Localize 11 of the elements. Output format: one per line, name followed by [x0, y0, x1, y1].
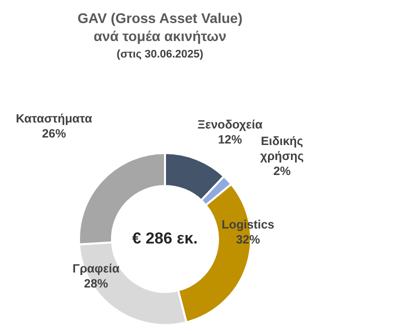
slice-label: Ειδικής χρήσης	[260, 134, 304, 163]
data-label: 2%	[273, 164, 291, 178]
chart-subtitle: (στις 30.06.2025)	[116, 48, 204, 60]
chart-title: GAV (Gross Asset Value) ανά τομέα ακινήτων	[78, 10, 242, 44]
slice-label: Καταστήματα	[16, 112, 93, 126]
data-label: 28%	[84, 276, 108, 290]
text: € 286 εκ.	[132, 230, 198, 248]
data-label: 12%	[218, 132, 242, 146]
slice-label: Ξενοδοχεία	[198, 118, 264, 132]
data-label: 26%	[42, 126, 66, 140]
slice-label: Γραφεία	[72, 262, 120, 276]
